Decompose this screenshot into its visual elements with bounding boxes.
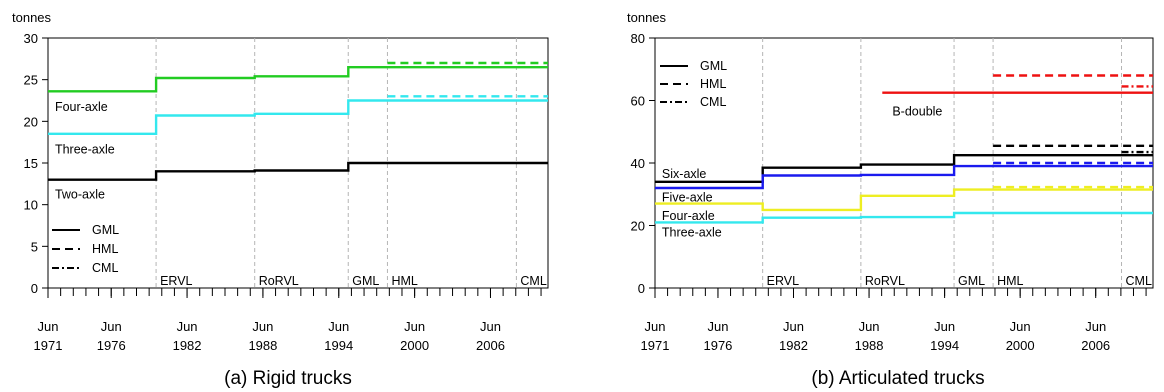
panel-2-series-label: Six-axle	[662, 167, 707, 181]
panel-2-x-tick-label-month: Jun	[707, 319, 728, 334]
panel-1-x-tick-label-year: 1994	[324, 338, 353, 353]
panel-2-series-label: Three-axle	[662, 225, 722, 239]
panel-1-x-tick-label-month: Jun	[177, 319, 198, 334]
panel-1-legend-label: CML	[92, 261, 118, 275]
panel-2-series-line	[655, 153, 1153, 184]
panel-2-series-label: Four-axle	[662, 209, 715, 223]
panel-1-event-label: RoRVL	[259, 274, 299, 288]
panel-2-event-label: HML	[997, 274, 1023, 288]
panel-1-x-tick-label-year: 2006	[476, 338, 505, 353]
panel-1-y-unit-label: tonnes	[12, 10, 52, 25]
panel-1-y-tick-label: 15	[24, 156, 38, 171]
panel-2-series-line	[655, 211, 1153, 224]
panel-2-x-tick-label-month: Jun	[859, 319, 880, 334]
panel-1-series-line	[48, 65, 548, 93]
panel-2-legend-label: CML	[700, 95, 726, 109]
panel-1-legend-label: HML	[92, 242, 118, 256]
panel-2-event-label: GML	[958, 274, 985, 288]
panel-2-legend-label: GML	[700, 59, 727, 73]
panel-1-x-tick-label-month: Jun	[328, 319, 349, 334]
panel-2-x-tick-label-year: 1988	[855, 338, 884, 353]
panel-1-x-tick-label-month: Jun	[404, 319, 425, 334]
panel-2-event-label: CML	[1126, 274, 1152, 288]
panel-2-x-tick-label-year: 2006	[1081, 338, 1110, 353]
panel-2-x-tick-label-month: Jun	[1010, 319, 1031, 334]
panel-1-y-tick-label: 0	[31, 281, 38, 296]
panel-2-y-tick-label: 40	[631, 156, 645, 171]
panel-1-y-tick-label: 30	[24, 31, 38, 46]
panel-1-series-line	[48, 161, 548, 181]
panel-2-series-line	[655, 164, 1153, 190]
panel-1-x-tick-label-year: 1982	[173, 338, 202, 353]
panel-1-event-label: HML	[391, 274, 417, 288]
panel-1-y-tick-label: 5	[31, 239, 38, 254]
panel-2-x-tick-label-year: 2000	[1006, 338, 1035, 353]
panel-2-x-tick-label-year: 1982	[779, 338, 808, 353]
panel-1-y-tick-label: 20	[24, 114, 38, 129]
panel-2-y-tick-label: 80	[631, 31, 645, 46]
panel-1-series-label: Four-axle	[55, 100, 108, 114]
panel-2-x-tick-label-month: Jun	[645, 319, 666, 334]
panel-2-y-tick-label: 0	[638, 281, 645, 296]
panel-2-x-tick-label-year: 1971	[641, 338, 670, 353]
panel-1-y-tick-label: 25	[24, 73, 38, 88]
panel-2-caption: (b) Articulated trucks	[811, 368, 984, 389]
panel-2-series-line	[655, 188, 1153, 212]
panel-2-y-tick-label: 20	[631, 219, 645, 234]
panel-1-x-tick-label-month: Jun	[252, 319, 273, 334]
panel-2-x-tick-label-year: 1976	[703, 338, 732, 353]
panel-2-event-label: RoRVL	[865, 274, 905, 288]
panel-2-y-unit-label: tonnes	[627, 10, 667, 25]
panel-1-x-tick-label-year: 2000	[400, 338, 429, 353]
panel-2-x-tick-label-year: 1994	[930, 338, 959, 353]
panel-1-legend-label: GML	[92, 223, 119, 237]
panel-1-series-label: Three-axle	[55, 143, 115, 157]
panel-1-x-tick-label-year: 1976	[97, 338, 126, 353]
panel-1-x-tick-label-month: Jun	[101, 319, 122, 334]
panel-2-x-tick-label-month: Jun	[783, 319, 804, 334]
panel-2-event-label: ERVL	[767, 274, 799, 288]
panel-1-x-tick-label-month: Jun	[38, 319, 59, 334]
panel-1-series-line	[48, 99, 548, 136]
panel-1-x-tick-label-year: 1988	[248, 338, 277, 353]
panel-1-event-label: CML	[520, 274, 546, 288]
panel-1-event-label: ERVL	[160, 274, 192, 288]
panel-2-series-label: B-double	[892, 104, 942, 118]
panel-1-event-label: GML	[352, 274, 379, 288]
panel-2-x-tick-label-month: Jun	[1085, 319, 1106, 334]
panel-2-legend-label: HML	[700, 77, 726, 91]
panel-1-series-label: Two-axle	[55, 188, 105, 202]
panel-2-y-tick-label: 60	[631, 94, 645, 109]
panel-1-x-tick-label-year: 1971	[34, 338, 63, 353]
panel-1-x-tick-label-month: Jun	[480, 319, 501, 334]
panel-1-caption: (a) Rigid trucks	[224, 368, 352, 389]
panel-1-y-tick-label: 10	[24, 198, 38, 213]
panel-2-x-tick-label-month: Jun	[934, 319, 955, 334]
panel-2-series-label: Five-axle	[662, 190, 713, 204]
